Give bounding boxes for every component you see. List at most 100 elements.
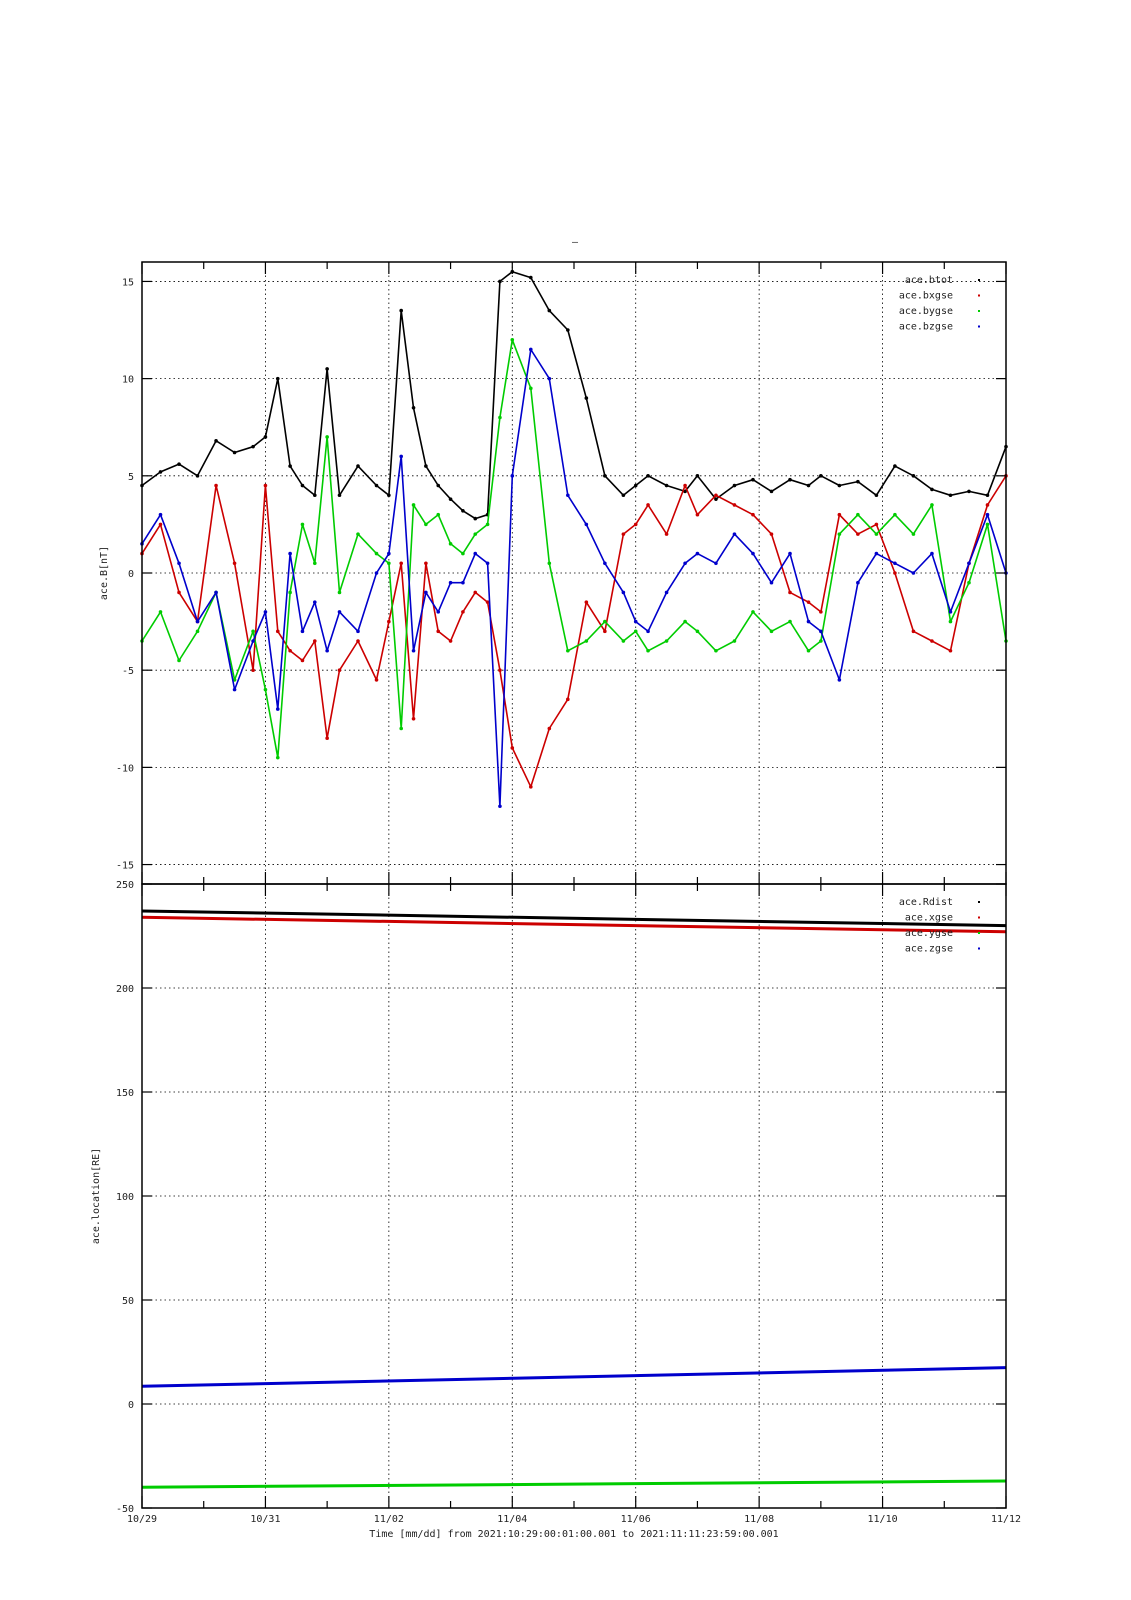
y-tick-label: -50 xyxy=(116,1504,134,1515)
data-point xyxy=(448,542,453,546)
data-point xyxy=(930,639,934,643)
panel-location-ticks: 250 200 150 100 50 0 -50 xyxy=(116,880,1007,1515)
data-point xyxy=(251,668,255,672)
series-ace-xgse xyxy=(141,915,1007,934)
data-point xyxy=(806,483,811,488)
data-point xyxy=(325,648,329,653)
series-ace-zgse xyxy=(141,1366,1007,1388)
data-point xyxy=(374,571,379,575)
data-point xyxy=(837,483,842,488)
data-point xyxy=(732,532,737,536)
data-point xyxy=(806,619,811,624)
data-point xyxy=(461,509,465,513)
data-point xyxy=(664,590,669,595)
data-point xyxy=(158,522,163,527)
data-point xyxy=(856,532,860,536)
data-point xyxy=(948,619,953,624)
data-point xyxy=(436,512,441,517)
y-tick-label: -10 xyxy=(116,763,134,774)
data-point xyxy=(313,493,317,498)
data-point xyxy=(529,785,533,789)
data-point xyxy=(566,697,570,702)
data-point xyxy=(399,308,404,313)
data-point xyxy=(288,464,292,468)
data-point xyxy=(967,561,971,566)
data-point xyxy=(214,439,218,443)
data-point xyxy=(529,275,533,280)
data-point xyxy=(313,639,317,643)
data-point xyxy=(436,610,441,614)
data-point xyxy=(436,629,441,634)
data-point xyxy=(177,561,181,566)
data-point xyxy=(695,629,700,634)
data-point xyxy=(356,464,360,468)
data-point xyxy=(399,454,404,459)
data-point xyxy=(856,479,860,484)
data-point xyxy=(529,386,533,391)
x-tick-label: 10/31 xyxy=(250,1514,280,1525)
data-point xyxy=(461,610,465,614)
data-point xyxy=(177,590,181,595)
y-tick-label: 200 xyxy=(116,984,134,995)
data-point xyxy=(300,658,305,663)
data-point xyxy=(930,487,934,492)
series-ace-Rdist xyxy=(141,909,1007,928)
data-point xyxy=(714,648,718,653)
data-point xyxy=(695,512,700,517)
legend-swatch xyxy=(978,310,980,312)
data-point xyxy=(473,551,478,556)
data-point xyxy=(251,444,255,449)
data-point xyxy=(473,532,478,536)
data-point xyxy=(473,516,478,521)
data-point xyxy=(547,561,552,566)
data-point xyxy=(683,483,687,488)
data-point xyxy=(967,489,971,494)
data-point xyxy=(584,522,589,527)
page-title: – xyxy=(572,237,579,248)
data-point xyxy=(411,503,416,507)
legend-swatch xyxy=(978,947,980,950)
panel-magnetic-field: 15 10 5 0 -5 -10 -15 ace.B[nT] ace.btot ace.bxg… xyxy=(99,261,1008,885)
data-point xyxy=(584,396,589,400)
panel-location: 250 200 150 100 50 0 -50 ace.location[RE] ace.… xyxy=(91,880,1007,1515)
data-point xyxy=(263,687,268,692)
legend-swatch xyxy=(978,932,980,934)
data-point xyxy=(788,619,792,624)
data-point xyxy=(769,629,774,634)
data-point xyxy=(664,483,669,488)
panel-location-legend: ace.Rdist ace.xgse ace.ygse ace.zgse xyxy=(899,897,980,955)
data-point xyxy=(547,308,552,313)
data-point xyxy=(788,477,792,482)
data-point xyxy=(263,435,268,439)
data-point xyxy=(356,629,360,634)
data-point xyxy=(374,551,379,556)
data-point xyxy=(214,590,218,595)
legend-swatch xyxy=(978,325,980,328)
data-point xyxy=(424,522,428,527)
data-point xyxy=(313,600,317,604)
data-point xyxy=(411,716,416,721)
x-tick-label: 11/02 xyxy=(374,1514,404,1525)
data-point xyxy=(448,497,453,501)
data-point xyxy=(214,483,218,488)
data-point xyxy=(195,474,200,478)
y-tick-label: 5 xyxy=(128,472,134,483)
y-tick-label: -15 xyxy=(116,861,134,872)
data-point xyxy=(510,474,515,478)
panel-magnetic-field-legend: ace.btot ace.bxgse ace.bygse ace.bzgse xyxy=(899,275,980,333)
data-point xyxy=(436,483,441,488)
series-ace-btot xyxy=(141,270,1007,520)
data-point xyxy=(911,532,916,536)
data-point xyxy=(985,522,990,527)
x-axis-label: Time [mm/dd] from 2021:10:29:00:01:00.00… xyxy=(369,1529,778,1540)
data-point xyxy=(424,590,428,595)
data-point xyxy=(646,474,650,478)
legend-label: ace.bxgse xyxy=(899,291,953,302)
data-point xyxy=(621,493,626,498)
panel-location-series xyxy=(141,909,1007,1489)
data-point xyxy=(399,726,404,731)
data-point xyxy=(448,639,453,643)
data-point xyxy=(288,590,292,595)
y-tick-label: 15 xyxy=(122,277,134,288)
legend-swatch xyxy=(978,294,980,297)
